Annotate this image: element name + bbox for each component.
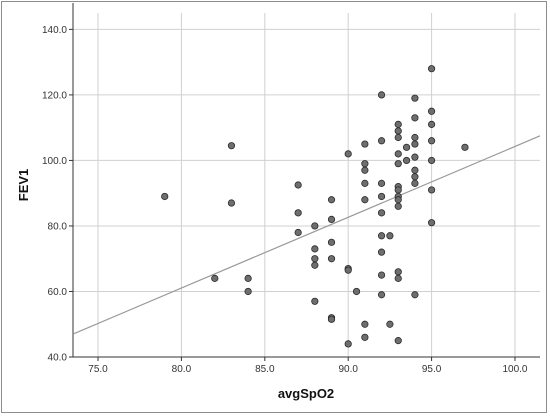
data-point (394, 160, 402, 168)
data-point (361, 333, 369, 341)
data-point (377, 137, 386, 145)
y-axis-label: FEV1 (16, 169, 31, 202)
data-point (327, 255, 336, 263)
data-point (427, 120, 436, 128)
data-point (394, 127, 402, 135)
data-point (344, 340, 352, 348)
data-point (377, 192, 386, 201)
y-tick-label: 40.0 (48, 353, 68, 364)
data-point (344, 266, 352, 274)
data-point (394, 133, 402, 142)
data-point (377, 291, 386, 299)
y-ticks: 40.0 60.0 80.0 100.0 120.0 140.0 (42, 25, 73, 364)
data-point (327, 196, 336, 204)
data-point (361, 179, 369, 187)
data-point (294, 228, 302, 237)
x-tick-label: 100.0 (502, 364, 527, 375)
data-point (394, 150, 402, 158)
data-point (244, 274, 252, 282)
x-tick-label: 90.0 (338, 364, 358, 375)
data-point (411, 166, 419, 174)
x-tick-label: 95.0 (422, 364, 442, 375)
data-point (311, 297, 319, 305)
data-point (377, 91, 386, 99)
data-point (377, 179, 386, 187)
data-point (394, 202, 402, 210)
data-point (427, 156, 436, 165)
y-tick-label: 60.0 (48, 287, 68, 298)
data-point (411, 114, 419, 122)
data-points (161, 65, 469, 348)
data-point (411, 291, 419, 299)
data-point (311, 222, 319, 230)
x-ticks: 75.0 80.0 85.0 90.0 95.0 100.0 (88, 357, 528, 375)
data-point (327, 238, 336, 246)
data-point (394, 186, 402, 194)
data-point (411, 94, 419, 102)
data-point (377, 209, 386, 217)
data-point (394, 196, 402, 204)
data-point (411, 153, 419, 161)
data-point (394, 268, 402, 276)
y-tick-label: 140.0 (42, 25, 67, 36)
data-point (227, 142, 236, 150)
x-tick-label: 75.0 (88, 364, 108, 375)
data-point (344, 150, 352, 158)
data-point (327, 215, 336, 223)
data-point (402, 143, 411, 151)
data-point (327, 315, 336, 323)
data-point (211, 274, 219, 282)
data-point (361, 166, 369, 174)
data-point (311, 245, 319, 253)
data-point (394, 337, 402, 345)
data-point (427, 65, 436, 73)
y-tick-label: 120.0 (42, 90, 67, 101)
axes (72, 3, 540, 358)
data-point (386, 232, 394, 240)
data-point (361, 196, 369, 204)
data-point (427, 219, 436, 227)
x-tick-label: 85.0 (255, 364, 275, 375)
data-point (411, 140, 419, 148)
data-point (402, 156, 411, 165)
data-point (377, 248, 386, 256)
data-point (394, 120, 402, 128)
data-point (461, 143, 469, 151)
data-point (411, 179, 419, 187)
fit-line (72, 135, 541, 335)
data-point (227, 199, 236, 207)
data-point (411, 133, 419, 142)
data-point (427, 186, 436, 194)
data-point (244, 287, 252, 296)
data-point (361, 140, 369, 148)
data-point (294, 209, 302, 217)
data-point (394, 274, 402, 282)
x-axis-label: avgSpO2 (278, 386, 334, 401)
data-point (427, 137, 436, 145)
data-point (411, 173, 419, 181)
data-point (294, 181, 302, 189)
data-point (311, 255, 319, 263)
data-point (161, 192, 169, 201)
data-point (361, 320, 369, 328)
plot-area (73, 13, 540, 357)
data-point (377, 232, 386, 240)
data-point (361, 160, 369, 168)
data-point (427, 107, 436, 115)
y-tick-label: 100.0 (42, 156, 67, 167)
data-point (386, 320, 394, 328)
data-point (311, 261, 319, 269)
data-point (352, 287, 361, 296)
x-tick-label: 80.0 (172, 364, 192, 375)
data-point (377, 271, 386, 279)
y-tick-label: 80.0 (48, 221, 68, 232)
